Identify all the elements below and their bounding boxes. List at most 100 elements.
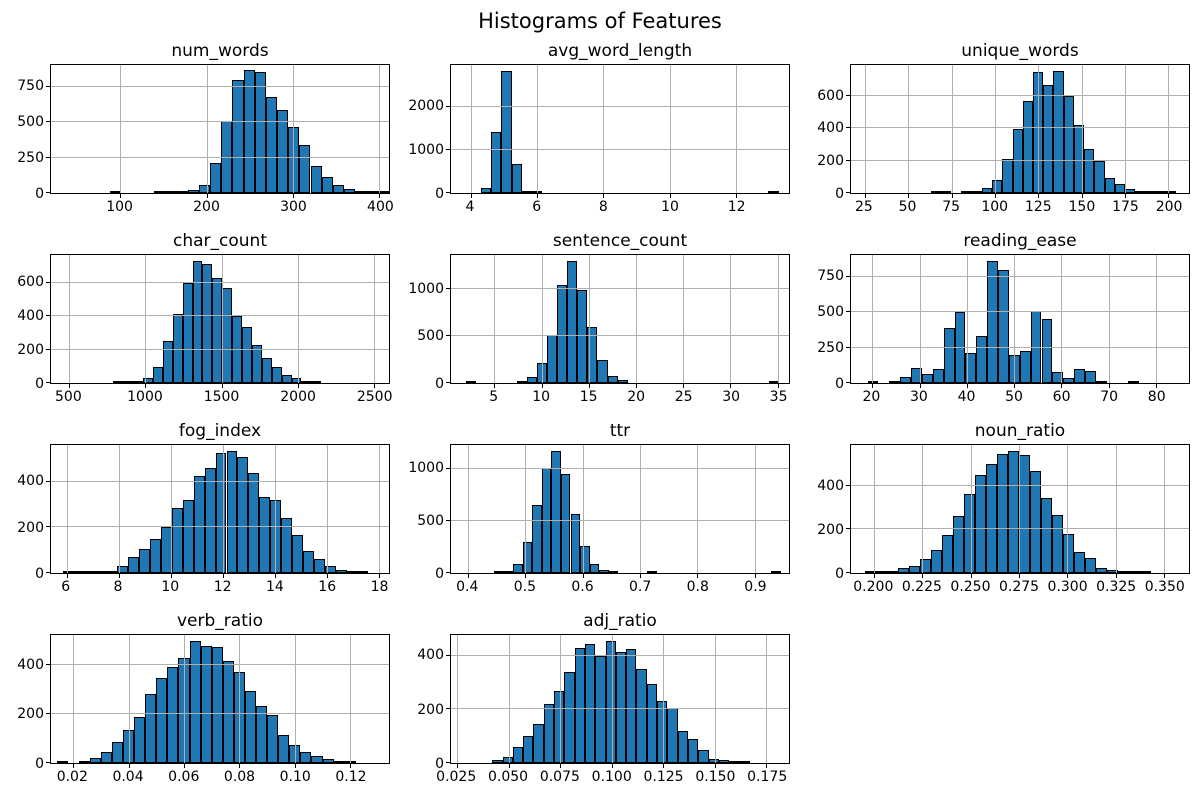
histogram-bar [698, 749, 709, 763]
x-tick-mark [1115, 574, 1117, 578]
x-tick-label: 16 [318, 579, 337, 595]
y-tick-mark [846, 127, 850, 129]
histogram-bar [182, 500, 194, 573]
histogram-bar [256, 705, 268, 763]
x-tick-mark [222, 574, 224, 578]
histogram-bar [226, 451, 238, 573]
histogram-bar [321, 176, 333, 193]
x-gridline [525, 445, 527, 573]
x-tick-label: 0.12 [335, 769, 367, 785]
histogram-bar [1002, 159, 1013, 193]
y-tick-label: 500 [817, 304, 844, 321]
x-gridline [66, 445, 68, 573]
y-tick-mark [46, 281, 50, 283]
x-gridline [541, 255, 543, 383]
x-tick-mark [919, 384, 921, 388]
y-gridline [51, 121, 389, 123]
histogram-bar [981, 188, 993, 193]
x-tick-mark [669, 194, 671, 198]
x-tick-label: 200 [193, 199, 220, 215]
x-tick-label: 0.08 [223, 769, 256, 785]
y-gridline [51, 85, 389, 87]
x-gridline [69, 255, 71, 383]
x-axis-tick-labels: 100 200 300 400 [50, 199, 394, 217]
x-tick-label: 0.175 [747, 769, 788, 785]
x-gridline [735, 65, 737, 193]
histogram-bar [998, 269, 1009, 383]
y-tick-mark [446, 654, 450, 656]
histogram-bar [492, 760, 503, 763]
x-tick-mark [754, 574, 756, 578]
x-gridline [274, 445, 276, 573]
histogram-bar [311, 755, 323, 763]
x-tick-mark [183, 764, 185, 768]
histogram-bar [281, 374, 292, 383]
histogram-bar [248, 472, 260, 573]
subplot-title: fog_index [178, 421, 262, 441]
x-tick-label: 6 [532, 199, 542, 215]
x-gridline [636, 255, 638, 383]
plot-area [446, 444, 790, 578]
x-tick-label: 30 [910, 389, 928, 405]
x-gridline [582, 445, 584, 573]
histogram-bar [551, 451, 561, 573]
histogram-bar [211, 647, 223, 763]
x-axis-tick-labels: 0.4 0.5 0.6 0.7 0.8 0.9 [450, 579, 790, 597]
histogram-bar [311, 381, 322, 383]
x-tick-label: 300 [280, 199, 307, 215]
y-axis-tick-labels: 0 250 500 750 [800, 254, 844, 392]
plot-area [846, 254, 1190, 388]
x-tick-label: 75 [942, 199, 961, 215]
histogram-bar [646, 684, 658, 763]
y-tick-label: 400 [17, 656, 44, 673]
x-tick-mark [714, 764, 716, 768]
x-tick-label: 0.075 [539, 769, 580, 785]
histogram-bar [1041, 318, 1053, 383]
y-tick-mark [46, 713, 50, 715]
x-tick-mark [128, 764, 130, 768]
subplot-avg_word_length: avg_word_length 0 1000 2000 4 6 8 10 12 [400, 38, 800, 228]
histogram-bar [1114, 184, 1126, 193]
histogram-bar [259, 496, 271, 573]
x-tick-label: 0.7 [629, 579, 652, 595]
histogram-bar [941, 534, 953, 573]
x-tick-label: 35 [769, 389, 788, 405]
y-tick-mark [46, 526, 50, 528]
x-tick-mark [966, 384, 968, 388]
x-gridline [145, 255, 147, 383]
histogram-bar [886, 570, 898, 573]
x-tick-label: 0.200 [853, 579, 894, 595]
histogram-bar [1063, 378, 1075, 383]
x-tick-mark [1124, 194, 1126, 198]
x-tick-mark [221, 384, 223, 388]
histogram-bar [113, 381, 124, 383]
histogram-bar [729, 761, 740, 763]
histogram-bar [1104, 178, 1115, 193]
x-tick-mark [378, 574, 380, 578]
y-tick-mark [846, 484, 850, 486]
x-tick-mark [970, 574, 972, 578]
histogram-bar [930, 550, 942, 573]
x-tick-mark [350, 764, 352, 768]
x-gridline [922, 445, 924, 573]
x-gridline [663, 635, 665, 763]
histogram-bar [597, 359, 608, 383]
x-tick-mark [1038, 194, 1040, 198]
histogram-bar [608, 571, 619, 573]
histogram-bar [667, 708, 678, 763]
histogram-bar [580, 545, 590, 573]
x-gridline [1163, 445, 1165, 573]
subplot-ttr: ttr 0 500 1000 0.4 0.5 0.6 0.7 0.8 0.9 [400, 418, 800, 608]
y-tick-mark [846, 572, 850, 573]
x-tick-mark [494, 384, 496, 388]
x-gridline [714, 635, 716, 763]
x-tick-mark [206, 194, 208, 198]
histogram-bar [192, 261, 203, 383]
x-tick-label: 2500 [356, 389, 393, 405]
x-gridline [611, 635, 613, 763]
y-axis-tick-labels: 0 200 400 600 [800, 64, 844, 203]
x-tick-mark [326, 574, 328, 578]
x-tick-mark [1168, 194, 1170, 198]
histogram-bar [1063, 96, 1074, 193]
histogram-bar [1145, 191, 1156, 193]
